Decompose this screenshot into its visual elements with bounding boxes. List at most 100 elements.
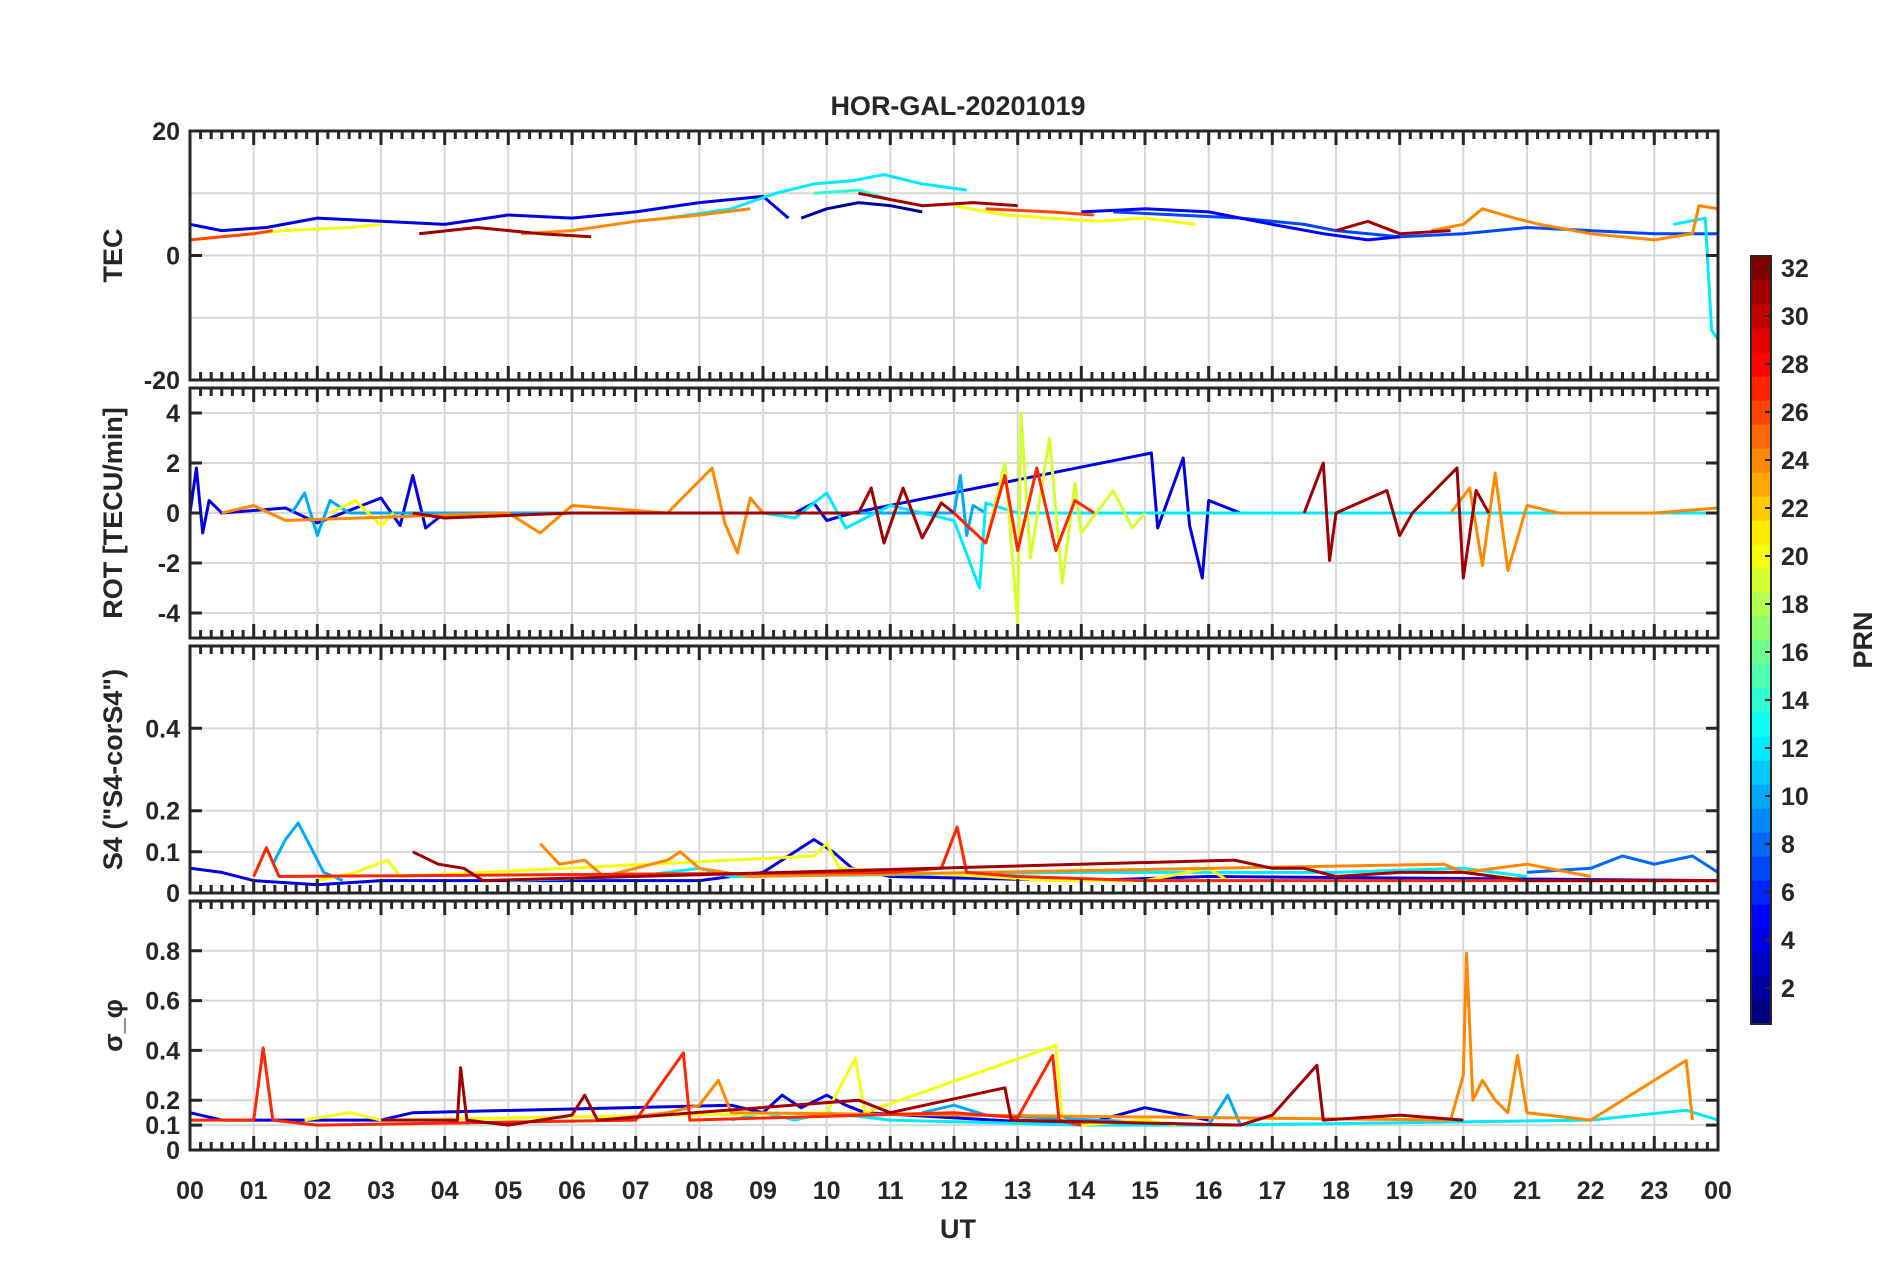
y-tick-label: -2 — [158, 550, 180, 578]
y-tick-label: 0 — [166, 880, 180, 908]
x-tick-label: 00 — [1704, 1177, 1732, 1205]
y-axis-label-s4: S4 ("S4-corS4") — [98, 669, 128, 870]
colorbar-frame — [1750, 255, 1772, 1025]
series-line-prn-31 — [412, 486, 955, 545]
y-tick-label: 0.8 — [145, 938, 180, 966]
x-axis-label: UT — [940, 1214, 976, 1244]
colorbar-tick-label: 24 — [1781, 447, 1809, 475]
x-tick-label: 17 — [1258, 1177, 1286, 1205]
y-tick-label: -4 — [158, 600, 180, 628]
x-tick-label: 13 — [1004, 1177, 1032, 1205]
series-line-prn-24 — [221, 466, 765, 555]
series-line-prn-2 — [800, 201, 923, 220]
colorbar-tick-label: 26 — [1781, 399, 1809, 427]
y-tick-label: 0.2 — [145, 798, 180, 826]
series-line-prn-31 — [1335, 219, 1451, 236]
x-tick-label: 15 — [1131, 1177, 1159, 1205]
series-line-prn-10 — [921, 1093, 1242, 1127]
y-axis-label-tec: TEC — [98, 229, 128, 283]
colorbar-swatch — [1751, 520, 1771, 545]
series-line-prn-27 — [952, 466, 1095, 552]
y-tick-label: -20 — [144, 367, 180, 395]
series-line-prn-31 — [1302, 461, 1491, 580]
colorbar-swatch — [1751, 952, 1771, 977]
axes-box-tec — [188, 129, 1720, 382]
colorbar-swatch — [1751, 328, 1771, 353]
colorbar-tick-label: 12 — [1781, 735, 1809, 763]
panel-sigma: 0.8 0.6 0.4 0.20.10 σ_φ — [98, 899, 1720, 1165]
x-tick-label: 21 — [1513, 1177, 1541, 1205]
series-line-prn-24 — [521, 207, 751, 236]
series-line-prn-24 — [603, 951, 1694, 1122]
series-line-prn-4 — [190, 194, 790, 233]
colorbar-swatch — [1751, 448, 1771, 473]
series-group-sigma — [190, 951, 1718, 1127]
colorbar-tick-label: 28 — [1781, 351, 1809, 379]
panel-s4: 0.4 0.2 0.1 0 S4 ("S4-corS4") — [98, 644, 1720, 908]
colorbar-swatch — [1751, 640, 1771, 665]
series-line-prn-31 — [412, 850, 1718, 883]
series-line-prn-20 — [329, 499, 395, 527]
colorbar-swatch — [1751, 832, 1771, 857]
y-tick-label: 0.1 — [145, 839, 180, 867]
series-line-prn-19 — [984, 411, 1147, 625]
x-tick-label: 22 — [1577, 1177, 1605, 1205]
colorbar-tick-label: 30 — [1781, 303, 1809, 331]
y-axis-label-sigma: σ_φ — [98, 999, 128, 1052]
colorbar-tick-label: 32 — [1781, 255, 1809, 283]
series-line-prn-12 — [762, 491, 1718, 590]
colorbar-tick-label: 18 — [1781, 591, 1809, 619]
colorbar-swatch — [1751, 376, 1771, 401]
series-line-prn-27 — [190, 1046, 1082, 1127]
series-line-prn-20 — [316, 842, 1229, 883]
colorbar-swatch — [1751, 352, 1771, 377]
colorbar-tick-label: 22 — [1781, 495, 1809, 523]
x-tick-label: 03 — [367, 1177, 395, 1205]
colorbar-swatch — [1751, 280, 1771, 305]
y-tick-label: 0.6 — [145, 988, 180, 1016]
series-line-prn-5 — [1081, 207, 1400, 242]
colorbar-swatch — [1751, 304, 1771, 329]
series-line-prn-24 — [1431, 204, 1718, 242]
colorbar-swatch — [1751, 664, 1771, 689]
colorbar-swatch — [1751, 784, 1771, 809]
series-line-prn-26 — [985, 207, 1095, 217]
colorbar-swatch — [1751, 736, 1771, 761]
colorbar-swatch — [1751, 424, 1771, 449]
colorbar-swatch — [1751, 928, 1771, 953]
series-group-tec — [190, 173, 1718, 341]
axes-box-s4 — [188, 644, 1720, 895]
y-tick-label: 2 — [166, 450, 180, 478]
series-line-prn-12 — [667, 173, 967, 220]
y-tick-label: 0.1 — [145, 1112, 180, 1140]
colorbar-swatch — [1751, 688, 1771, 713]
y-tick-label: 0.4 — [145, 1037, 180, 1065]
colorbar-tick-label: 16 — [1781, 639, 1809, 667]
y-tick-label: 20 — [152, 118, 180, 146]
x-tick-label: 08 — [685, 1177, 713, 1205]
panel-tec: 20 0 -20 TEC — [98, 118, 1720, 395]
colorbar-swatch — [1751, 592, 1771, 617]
series-group-rot — [190, 411, 1718, 625]
colorbar-swatch — [1751, 808, 1771, 833]
colorbar-tick-label: 14 — [1781, 687, 1809, 715]
y-tick-label: 0.2 — [145, 1087, 180, 1115]
x-tick-label: 04 — [431, 1177, 459, 1205]
colorbar-label: PRN — [1848, 611, 1878, 668]
x-tick-label: 00 — [176, 1177, 204, 1205]
series-line-prn-10 — [271, 821, 344, 882]
colorbar-swatch — [1751, 616, 1771, 641]
x-tick-label: 20 — [1449, 1177, 1477, 1205]
series-line-prn-8 — [1526, 854, 1718, 874]
series-line-prn-12 — [1673, 216, 1718, 341]
chart-title: HOR-GAL-20201019 — [830, 91, 1085, 121]
colorbar-tick-label: 8 — [1781, 831, 1795, 859]
x-tick-label: 14 — [1067, 1177, 1095, 1205]
colorbar-swatch — [1751, 856, 1771, 881]
series-line-prn-31 — [419, 226, 592, 239]
panel-rot: 4 2 0 -2 -4 ROT [TECU/min] — [98, 386, 1720, 640]
y-tick-label: 0 — [166, 1137, 180, 1165]
x-tick-label: 09 — [749, 1177, 777, 1205]
